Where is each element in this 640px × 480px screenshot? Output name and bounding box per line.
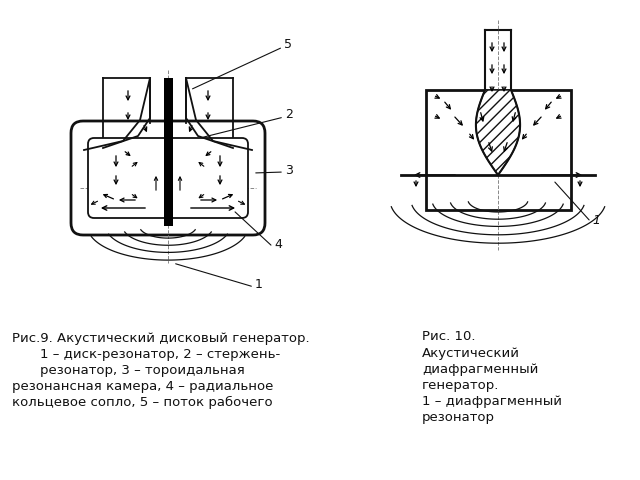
Text: генератор.: генератор. <box>422 379 499 392</box>
Text: 5: 5 <box>284 38 292 51</box>
Bar <box>426 90 571 210</box>
Text: резонансная камера, 4 – радиальное: резонансная камера, 4 – радиальное <box>12 380 273 393</box>
FancyBboxPatch shape <box>71 121 265 235</box>
Bar <box>164 78 173 226</box>
Text: Акустический: Акустический <box>422 347 520 360</box>
Text: Рис.9. Акустический дисковый генератор.: Рис.9. Акустический дисковый генератор. <box>12 332 310 345</box>
Text: 1: 1 <box>255 278 263 291</box>
Text: 1: 1 <box>592 214 600 227</box>
Polygon shape <box>476 90 520 175</box>
Text: 3: 3 <box>285 164 293 177</box>
Text: кольцевое сопло, 5 – поток рабочего: кольцевое сопло, 5 – поток рабочего <box>12 396 273 409</box>
Text: резонатор, 3 – тороидальная: резонатор, 3 – тороидальная <box>40 364 244 377</box>
Text: резонатор: резонатор <box>422 411 495 424</box>
FancyBboxPatch shape <box>88 138 248 218</box>
Text: 1 – диск-резонатор, 2 – стержень-: 1 – диск-резонатор, 2 – стержень- <box>40 348 280 361</box>
Text: Рис. 10.: Рис. 10. <box>422 330 476 343</box>
Text: диафрагменный: диафрагменный <box>422 363 538 376</box>
Text: 1 – диафрагменный: 1 – диафрагменный <box>422 395 562 408</box>
Text: 2: 2 <box>285 108 293 121</box>
Text: 4: 4 <box>274 239 282 252</box>
